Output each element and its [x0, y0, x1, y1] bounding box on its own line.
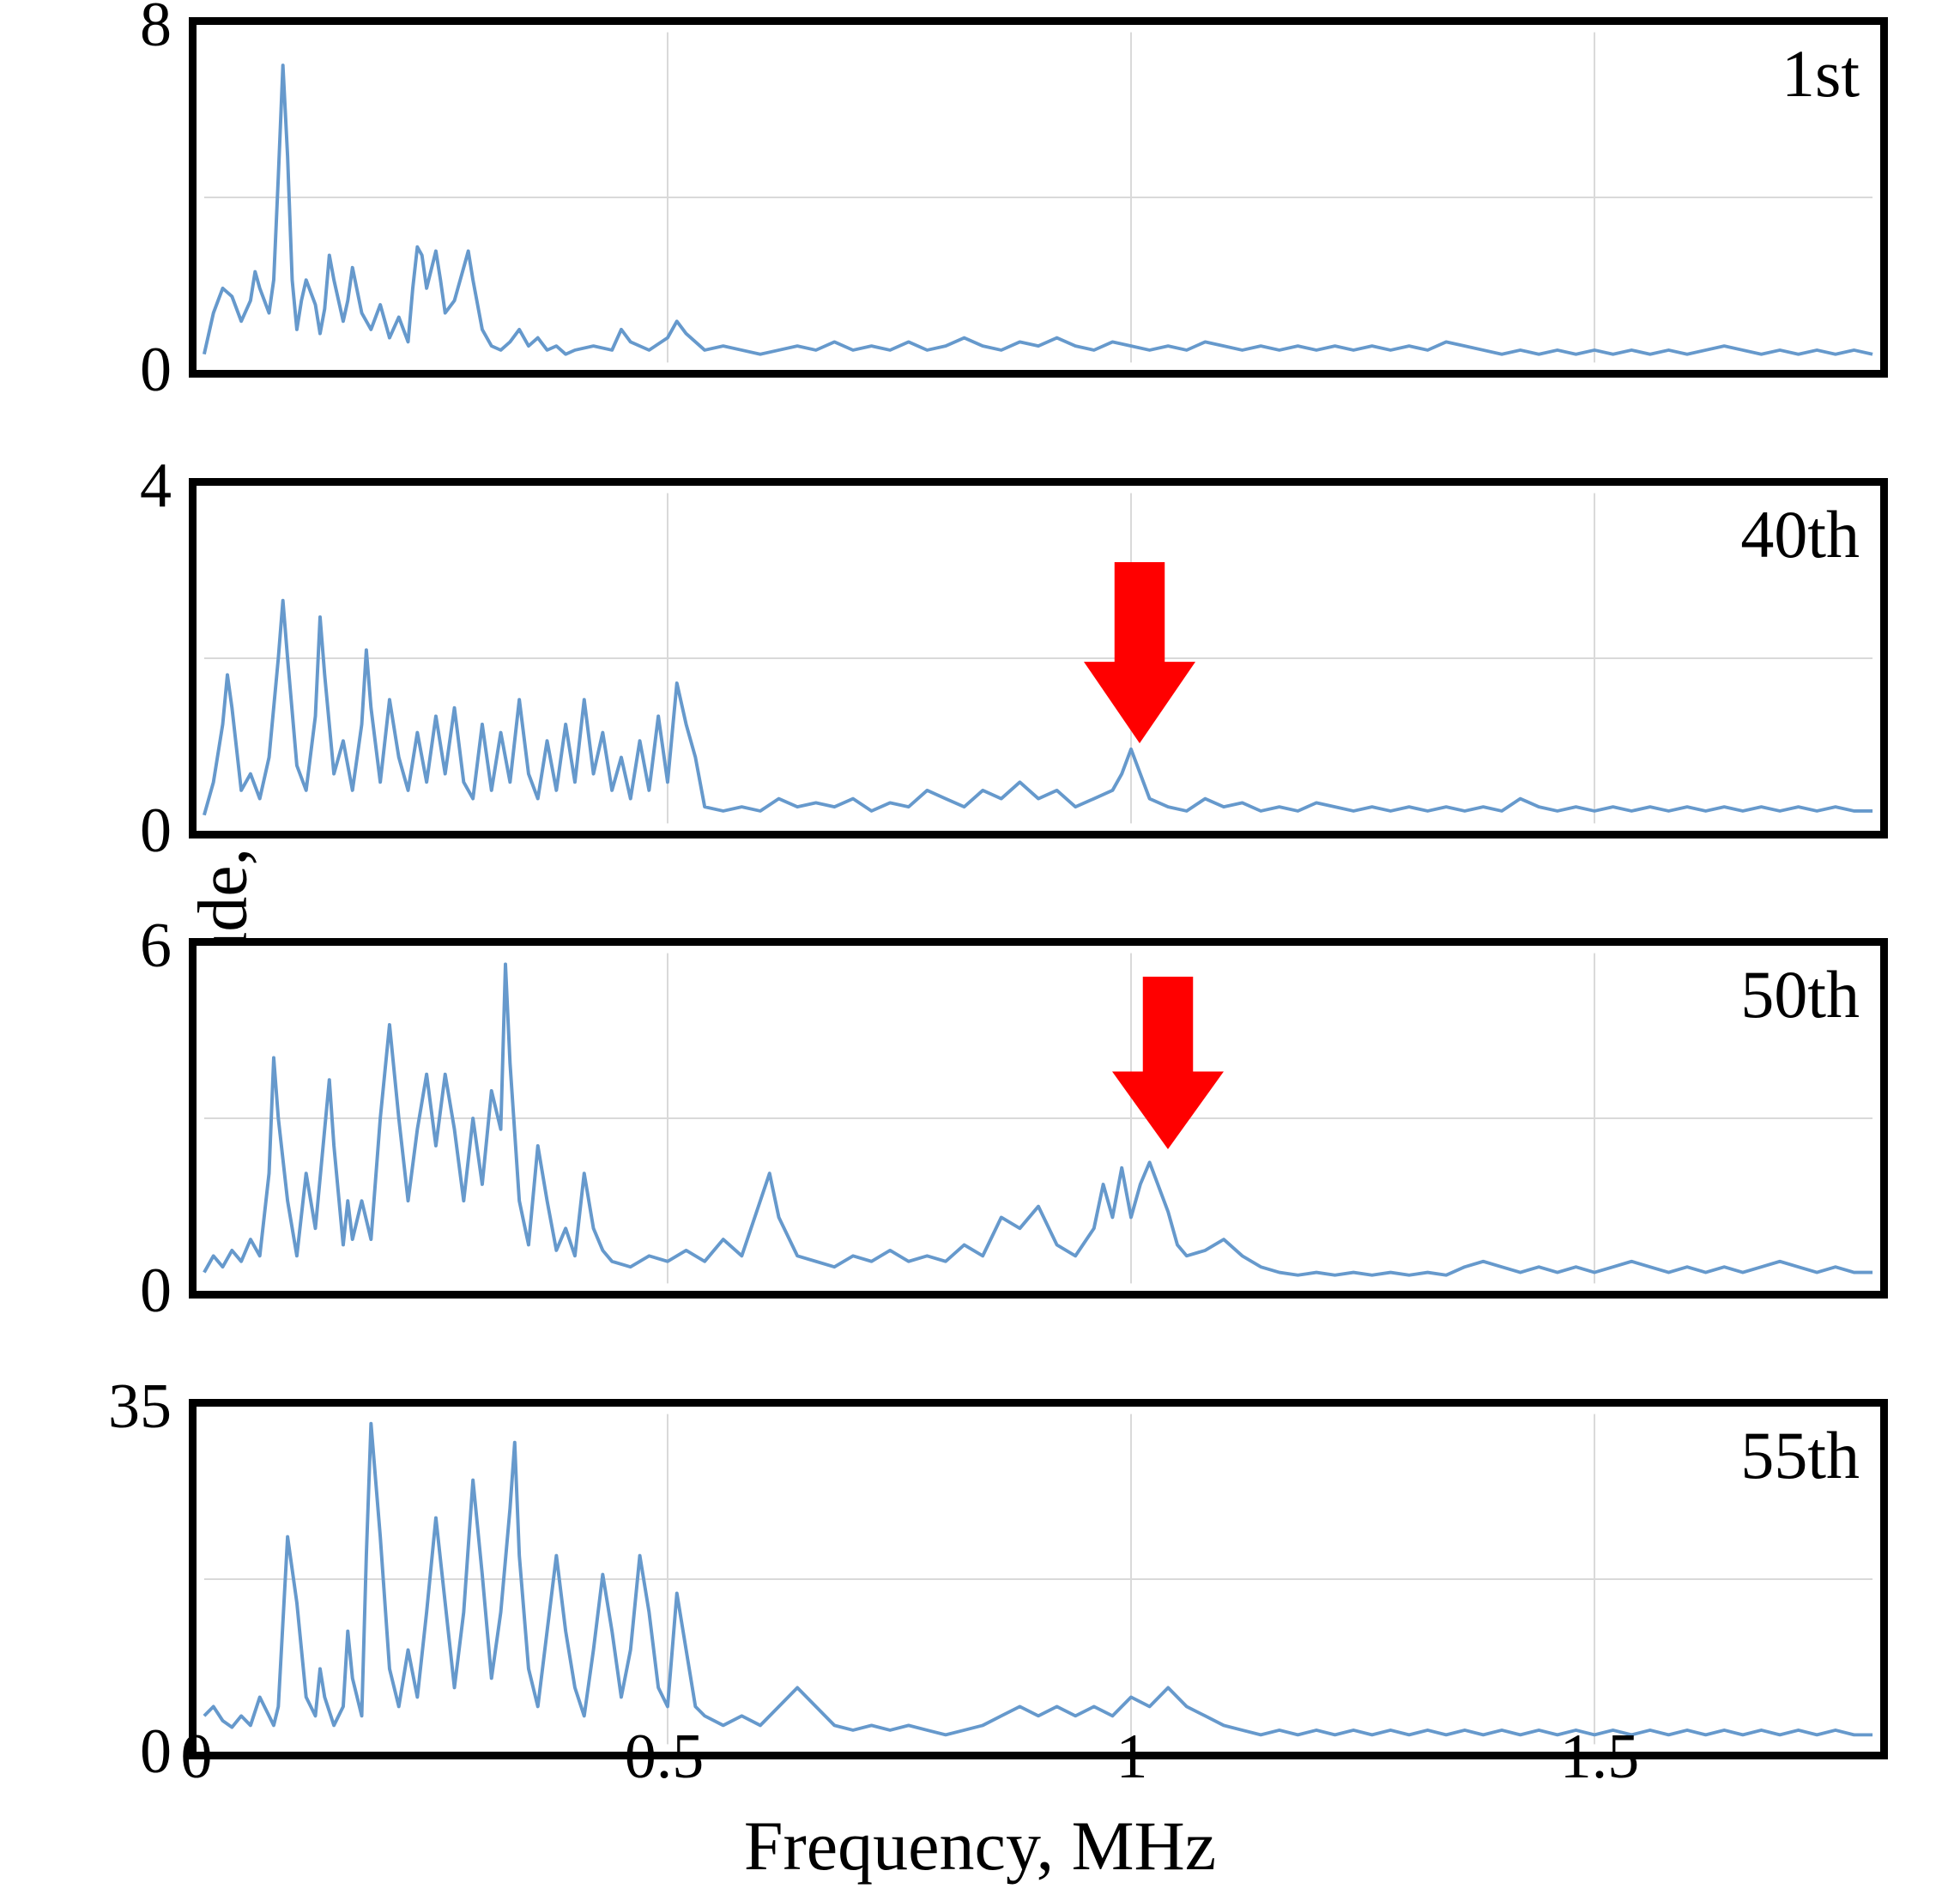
plot-area: 55th	[189, 1399, 1888, 1759]
x-tick-row: 00.511.5	[189, 1721, 1888, 1798]
panel-label: 55th	[1740, 1417, 1860, 1494]
x-tick-label: 0.5	[625, 1721, 705, 1794]
y-tick-label: 6	[69, 910, 172, 983]
panel-label: 1st	[1782, 35, 1860, 112]
figure-container: Magnitude, mV 081st0440th0650th03555th 0…	[0, 0, 1960, 1895]
spectrum-line	[204, 600, 1872, 814]
plot-area: 40th	[189, 478, 1888, 839]
panel-label: 50th	[1740, 956, 1860, 1033]
plot-svg	[197, 25, 1880, 370]
plot-svg	[197, 1407, 1880, 1752]
y-tick-label: 35	[69, 1371, 172, 1444]
y-tick-label: 0	[69, 1716, 172, 1789]
spectrum-line	[204, 65, 1872, 354]
y-tick-label: 0	[69, 795, 172, 868]
panel-p3: 0650th	[189, 938, 1905, 1324]
x-axis-label: Frequency, MHz	[744, 1806, 1216, 1886]
plot-svg	[197, 946, 1880, 1291]
x-tick-label: 1	[1116, 1721, 1148, 1794]
panel-stack: 081st0440th0650th03555th	[189, 17, 1905, 1785]
plot-area: 50th	[189, 938, 1888, 1299]
panel-label: 40th	[1740, 496, 1860, 573]
y-tick-label: 0	[69, 334, 172, 407]
y-tick-label: 0	[69, 1255, 172, 1328]
x-tick-label: 1.5	[1560, 1721, 1640, 1794]
spectrum-line	[204, 965, 1872, 1275]
plot-area: 1st	[189, 17, 1888, 378]
x-tick-label: 0	[181, 1721, 213, 1794]
plot-svg	[197, 486, 1880, 831]
panel-p2: 0440th	[189, 478, 1905, 864]
panel-p1: 081st	[189, 17, 1905, 403]
y-tick-label: 8	[69, 0, 172, 62]
y-tick-label: 4	[69, 450, 172, 523]
